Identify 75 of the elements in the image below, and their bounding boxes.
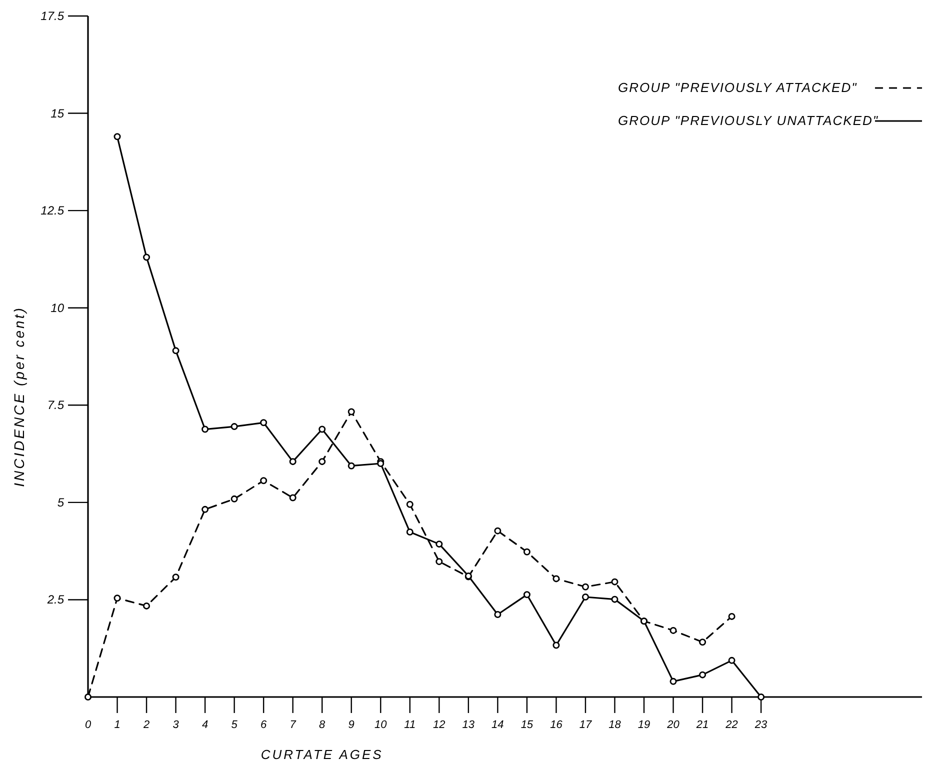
x-tick-label: 17 bbox=[579, 719, 592, 731]
point bbox=[406, 528, 414, 536]
point bbox=[436, 558, 443, 566]
y-tick-label: 17.5 bbox=[40, 9, 64, 23]
point bbox=[143, 254, 150, 261]
x-tick-label: 12 bbox=[433, 719, 446, 731]
point bbox=[611, 596, 618, 603]
point bbox=[348, 408, 355, 416]
x-tick-label: 6 bbox=[260, 719, 268, 731]
point bbox=[494, 611, 502, 618]
x-tick-label: 20 bbox=[666, 719, 680, 731]
point bbox=[670, 626, 677, 634]
point bbox=[552, 575, 560, 582]
y-axis-title: INCIDENCE (per cent) bbox=[11, 306, 27, 487]
point bbox=[728, 612, 736, 620]
point bbox=[289, 494, 296, 502]
x-tick-label: 7 bbox=[290, 719, 297, 731]
point bbox=[318, 426, 326, 433]
point bbox=[670, 678, 677, 685]
x-tick-label: 13 bbox=[462, 719, 476, 731]
x-tick-label: 0 bbox=[84, 719, 92, 731]
x-tick-label: 8 bbox=[319, 719, 326, 731]
point bbox=[611, 578, 618, 586]
point bbox=[758, 694, 765, 700]
y-tick-label: 15 bbox=[50, 106, 64, 120]
x-tick-label: 21 bbox=[695, 719, 709, 731]
x-tick-label: 16 bbox=[550, 719, 564, 731]
x-tick-label: 4 bbox=[202, 719, 208, 731]
point bbox=[289, 458, 296, 466]
point bbox=[582, 593, 589, 600]
point bbox=[172, 347, 180, 354]
x-tick-label: 14 bbox=[492, 719, 504, 731]
point bbox=[143, 602, 150, 610]
point bbox=[230, 495, 238, 502]
x-tick-label: 2 bbox=[142, 719, 150, 731]
point bbox=[728, 656, 736, 664]
y-tick-label: 5 bbox=[57, 495, 64, 510]
point bbox=[436, 540, 443, 548]
point bbox=[406, 500, 414, 508]
point bbox=[699, 671, 706, 678]
legend-label: GROUP "PREVIOUSLY UNATTACKED" bbox=[618, 113, 879, 128]
x-tick-label: 23 bbox=[754, 719, 768, 731]
point bbox=[699, 638, 706, 646]
point bbox=[523, 548, 530, 556]
x-tick-label: 22 bbox=[724, 719, 738, 731]
point bbox=[348, 462, 355, 470]
point bbox=[114, 133, 121, 140]
point bbox=[202, 426, 209, 433]
x-tick-label: 5 bbox=[231, 719, 238, 731]
point bbox=[318, 458, 326, 466]
point bbox=[552, 642, 560, 649]
x-tick-label: 11 bbox=[404, 719, 416, 731]
x-tick-label: 15 bbox=[520, 719, 534, 731]
point bbox=[84, 694, 92, 700]
point bbox=[523, 591, 530, 598]
x-tick-label: 9 bbox=[348, 719, 354, 731]
point bbox=[114, 594, 121, 602]
legend-label: GROUP "PREVIOUSLY ATTACKED" bbox=[618, 80, 858, 95]
y-tick-label: 12.5 bbox=[40, 204, 64, 218]
y-tick-label: 10 bbox=[50, 300, 64, 315]
y-tick-label: 7.5 bbox=[47, 398, 64, 412]
x-tick-label: 18 bbox=[608, 719, 622, 731]
x-tick-label: 3 bbox=[172, 719, 180, 731]
x-tick-label: 1 bbox=[114, 719, 120, 731]
point bbox=[230, 423, 238, 430]
point bbox=[260, 419, 268, 426]
x-tick-label: 10 bbox=[374, 719, 388, 731]
x-tick-label: 19 bbox=[638, 719, 650, 731]
point bbox=[494, 527, 502, 534]
x-axis-title: CURTATE AGES bbox=[260, 747, 384, 762]
point bbox=[582, 583, 589, 590]
point bbox=[260, 477, 268, 484]
y-tick-label: 2.5 bbox=[46, 592, 64, 607]
point bbox=[172, 574, 180, 581]
point bbox=[202, 506, 209, 513]
